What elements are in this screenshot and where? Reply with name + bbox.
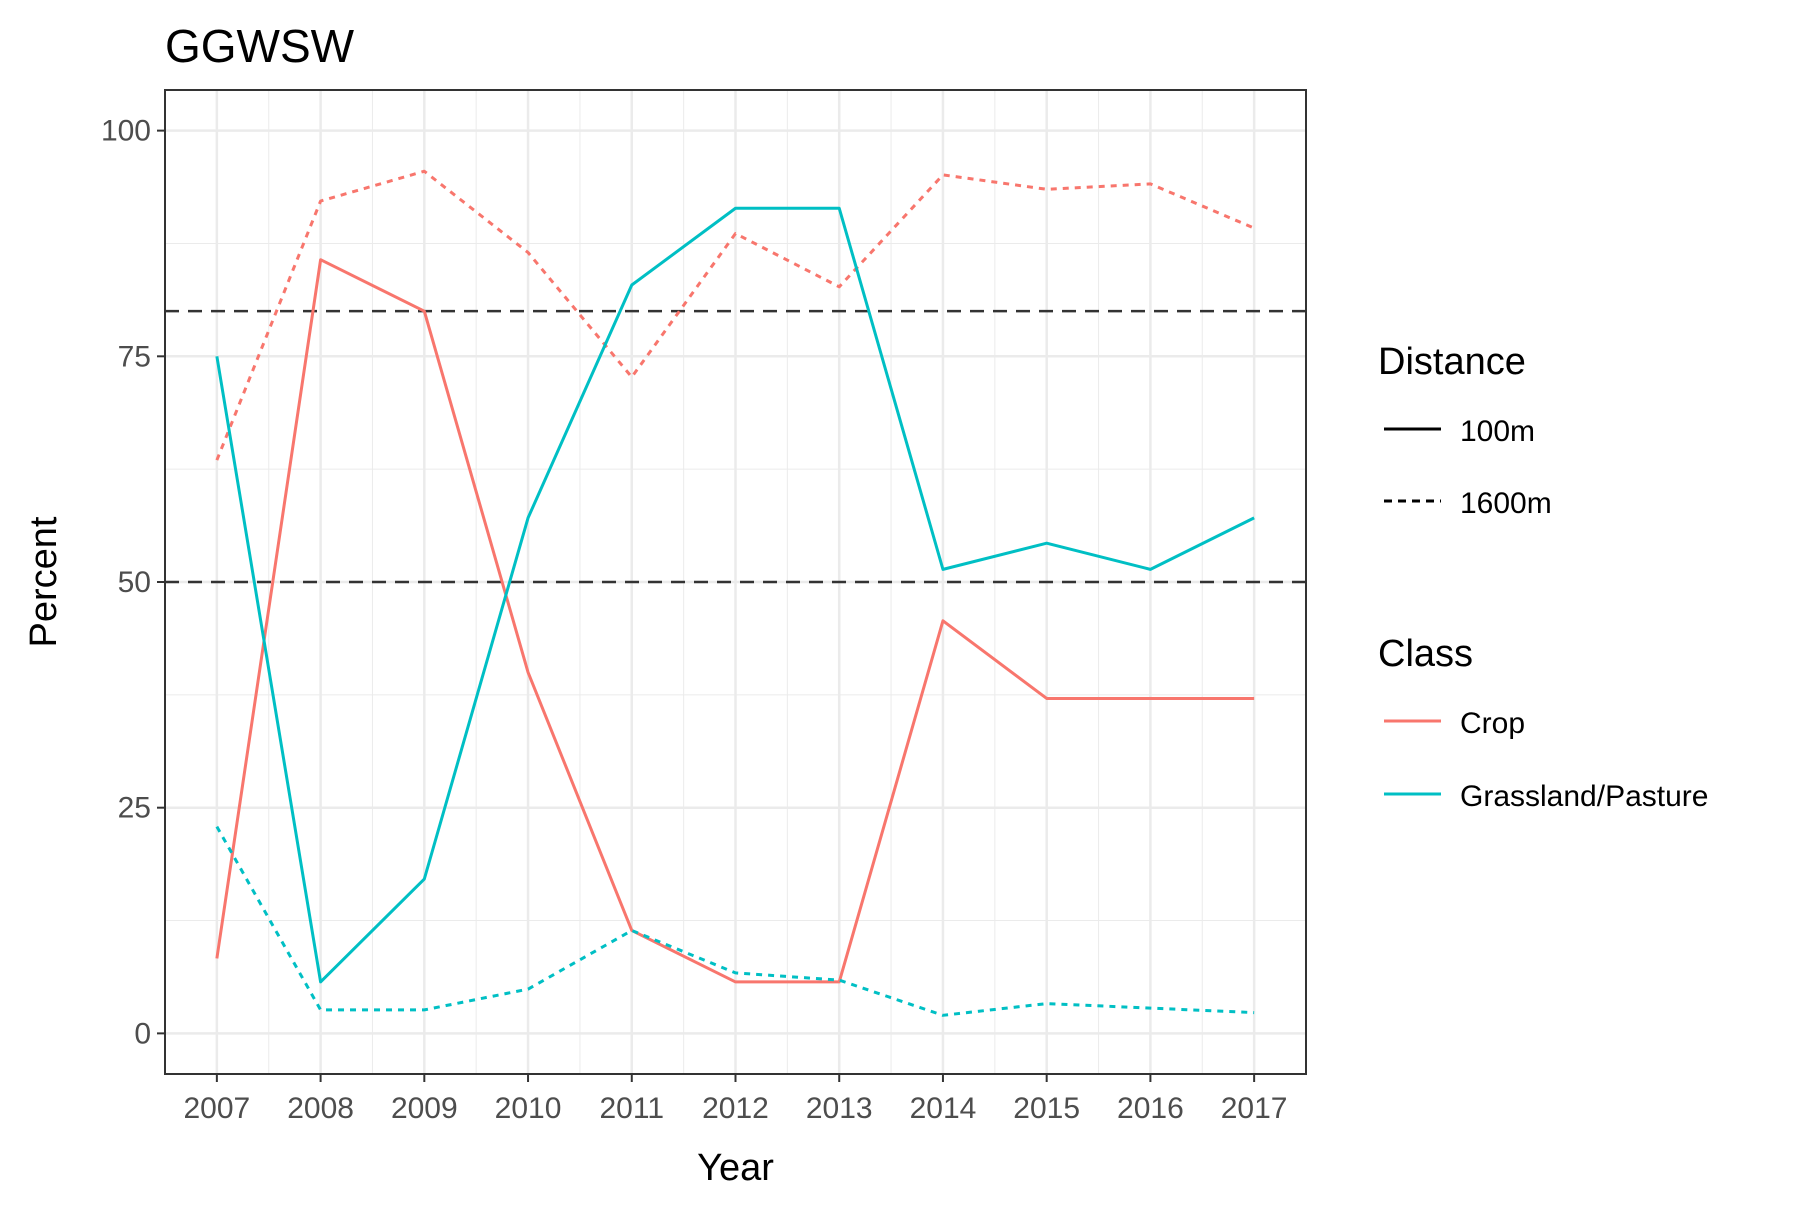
y-tick-label: 25 <box>118 792 151 825</box>
legend-label-1600m: 1600m <box>1460 487 1552 520</box>
x-tick-label: 2007 <box>183 1092 250 1125</box>
x-axis-ticks: 2007 2008 2009 2010 2011 2012 2013 2014 2015 2016… <box>183 1074 1288 1125</box>
x-tick-label: 2009 <box>391 1092 458 1125</box>
x-tick-label: 2010 <box>495 1092 562 1125</box>
reference-lines <box>165 309 1306 584</box>
series-line-crop-100m <box>215 258 1255 984</box>
x-tick-label: 2012 <box>702 1092 769 1125</box>
chart-title: GGWSW <box>165 20 355 72</box>
y-tick-label: 100 <box>101 115 151 148</box>
x-tick-label: 2016 <box>1117 1092 1184 1125</box>
y-axis-ticks: 0 25 50 75 100 <box>101 115 165 1050</box>
x-tick-label: 2013 <box>806 1092 873 1125</box>
x-axis-title: Year <box>697 1147 774 1189</box>
series-line-grassland-pasture-1600m <box>215 825 1255 1017</box>
y-tick-label: 50 <box>118 566 151 599</box>
series-line-grassland-pasture-100m <box>215 206 1255 984</box>
legend-label-100m: 100m <box>1460 415 1535 448</box>
series-lines <box>215 169 1255 1017</box>
y-tick-label: 75 <box>118 340 151 373</box>
x-tick-label: 2008 <box>287 1092 354 1125</box>
x-tick-label: 2011 <box>600 1092 665 1125</box>
y-tick-label: 0 <box>134 1017 151 1050</box>
y-axis-title: Percent <box>23 516 65 647</box>
x-tick-label: 2014 <box>910 1092 977 1125</box>
x-tick-label: 2015 <box>1013 1092 1080 1125</box>
legend-title-class: Class <box>1378 633 1473 675</box>
legend-title-distance: Distance <box>1378 341 1526 383</box>
x-tick-label: 2017 <box>1221 1092 1288 1125</box>
legend-label-crop: Crop <box>1460 707 1525 740</box>
series-line-crop-1600m <box>215 169 1255 461</box>
legend: Distance 100m 1600m Class Crop Grassland… <box>1378 341 1708 813</box>
legend-label-grassland-pasture: Grassland/Pasture <box>1460 780 1708 813</box>
